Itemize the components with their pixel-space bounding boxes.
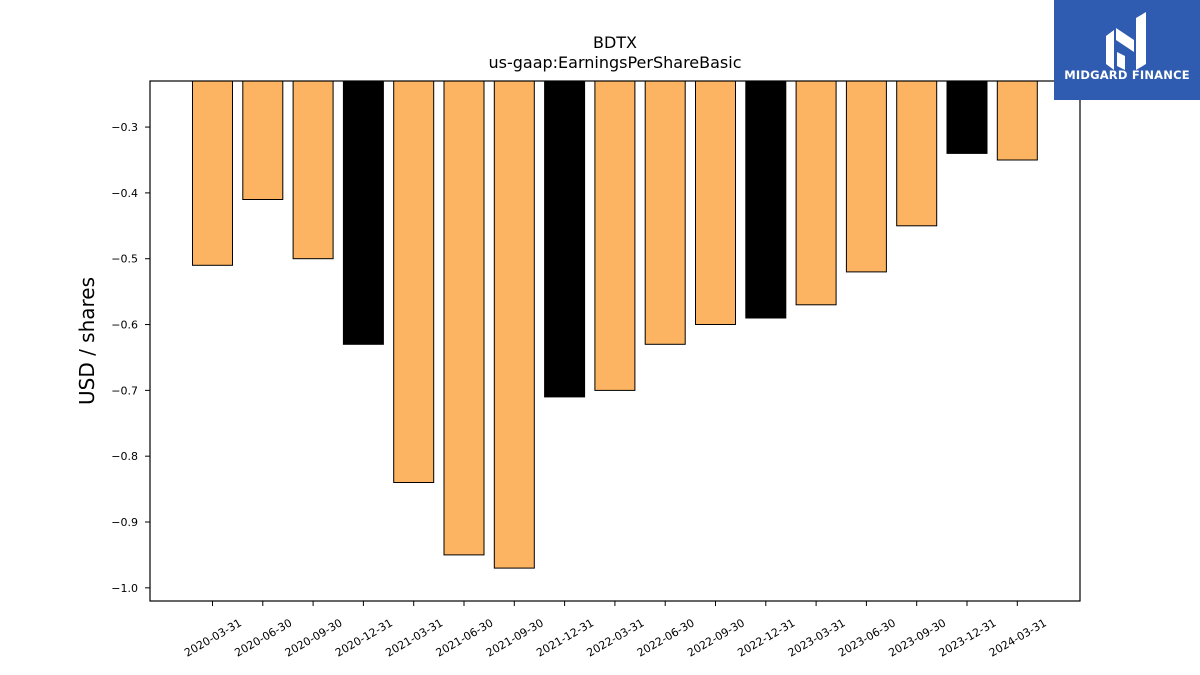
bar-2024-03-31 (996, 80, 1038, 161)
bar-2021-03-31 (393, 80, 435, 483)
bar-2021-12-31 (544, 80, 586, 398)
y-tick-label: −0.4 (111, 187, 138, 200)
bars-group (192, 80, 1038, 569)
bar-2022-12-31 (745, 80, 787, 319)
y-tick-label: −0.5 (111, 253, 138, 266)
y-tick-label: −0.8 (111, 450, 138, 463)
x-tick-label: 2024-03-31 (987, 616, 1049, 659)
bar-2023-09-30 (896, 80, 938, 227)
bar-2022-06-30 (644, 80, 686, 345)
bar-2020-03-31 (192, 80, 233, 266)
x-ticks-group: 2020-03-312020-06-302020-09-302020-12-31… (182, 601, 1049, 660)
bar-2023-06-30 (845, 80, 887, 273)
chart-subtitle: us-gaap:EarningsPerShareBasic (488, 53, 741, 72)
y-tick-label: −0.9 (111, 516, 138, 529)
brand-name: MIDGARD FINANCE (1064, 68, 1190, 82)
bar-2023-12-31 (946, 80, 988, 154)
y-tick-label: −0.3 (111, 121, 138, 134)
brand-logo: MIDGARD FINANCE (1054, 0, 1200, 100)
y-tick-label: −0.6 (111, 319, 138, 332)
y-ticks-group: −0.3 −0.4 −0.5 −0.6 −0.7 −0.8 −0.9 −1.0 (111, 121, 150, 595)
bar-2020-12-31 (342, 80, 384, 345)
bar-2022-09-30 (695, 80, 736, 325)
bar-2020-06-30 (242, 80, 284, 200)
plot-frame (149, 80, 1081, 602)
midgard-monogram-icon (1106, 12, 1146, 70)
bar-2023-03-31 (795, 80, 837, 306)
bar-2021-09-30 (493, 80, 535, 569)
y-axis-label: USD / shares (75, 277, 99, 405)
y-tick-label: −0.7 (111, 384, 138, 397)
bar-2021-06-30 (443, 80, 485, 556)
bar-2022-03-31 (594, 80, 636, 391)
y-tick-label: −1.0 (111, 582, 138, 595)
chart-title: BDTX (593, 33, 637, 52)
bar-2020-09-30 (292, 80, 334, 260)
